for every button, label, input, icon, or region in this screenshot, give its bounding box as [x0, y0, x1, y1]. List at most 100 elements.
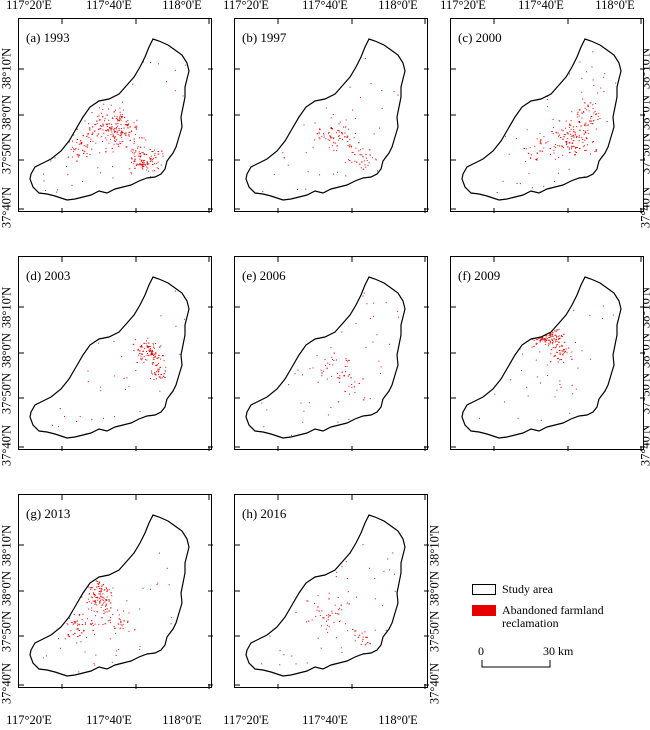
reclamation-pixel: [105, 604, 107, 606]
study-area-boundary: [461, 276, 622, 439]
reclamation-pixel: [110, 616, 112, 618]
reclamation-pixel: [102, 125, 104, 127]
reclamation-pixel: [130, 150, 132, 152]
reclamation-pixel: [184, 318, 186, 320]
reclamation-pixel: [93, 564, 95, 566]
reclamation-pixel: [128, 131, 130, 133]
reclamation-pixel: [114, 115, 116, 117]
reclamation-pixel: [113, 111, 115, 113]
reclamation-pixel: [561, 146, 563, 148]
reclamation-pixel: [534, 330, 536, 332]
reclamation-pixel: [338, 136, 340, 138]
reclamation-pixel: [129, 139, 131, 141]
reclamation-pixel: [120, 621, 122, 623]
reclamation-pixel: [140, 160, 142, 162]
reclamation-pixel: [142, 151, 144, 153]
reclamation-pixel: [538, 331, 540, 333]
reclamation-pixel: [558, 338, 560, 340]
reclamation-pixel: [72, 317, 74, 319]
reclamation-pixel: [155, 157, 157, 159]
reclamation-pixel: [78, 614, 80, 616]
reclamation-pixel: [319, 129, 321, 131]
reclamation-pixel: [358, 634, 361, 636]
reclamation-pixel: [359, 96, 361, 98]
reclamation-pixel: [583, 111, 585, 113]
reclamation-pixel: [148, 162, 150, 164]
reclamation-pixel: [79, 140, 82, 142]
reclamation-pixel: [81, 619, 83, 621]
reclamation-pixel: [137, 348, 140, 350]
reclamation-pixel: [154, 356, 156, 358]
reclamation-pixel: [573, 130, 575, 132]
reclamation-pixel: [519, 183, 521, 185]
reclamation-pixel: [343, 374, 345, 376]
reclamation-pixel: [282, 152, 284, 154]
reclamation-pixel: [545, 343, 547, 345]
reclamation-pixel: [572, 393, 574, 395]
reclamation-pixel: [139, 146, 142, 148]
reclamation-pixel: [312, 367, 314, 369]
reclamation-pixel: [130, 288, 132, 290]
reclamation-pixel: [133, 160, 135, 162]
reclamation-pixel: [335, 132, 337, 134]
reclamation-pixel: [147, 337, 149, 339]
reclamation-pixel: [162, 153, 164, 155]
reclamation-pixel: [105, 600, 107, 602]
reclamation-pixel: [337, 139, 339, 141]
reclamation-pixel: [539, 132, 541, 134]
reclamation-pixel: [587, 132, 589, 134]
reclamation-pixel: [547, 106, 549, 108]
reclamation-pixel: [318, 610, 320, 612]
reclamation-pixel: [104, 611, 106, 613]
reclamation-pixel: [533, 330, 535, 332]
reclamation-pixel: [592, 51, 594, 53]
reclamation-pixel: [266, 129, 268, 131]
reclamation-pixel: [555, 158, 557, 160]
reclamation-pixel: [530, 325, 533, 327]
reclamation-pixel: [185, 131, 187, 133]
reclamation-pixel: [537, 333, 539, 335]
reclamation-pixel: [330, 127, 332, 129]
reclamation-pixel: [120, 131, 122, 133]
reclamation-pixel: [265, 562, 267, 564]
reclamation-pixel: [99, 582, 101, 584]
reclamation-pixel: [557, 145, 559, 147]
reclamation-pixel: [527, 395, 529, 397]
reclamation-pixel: [547, 95, 549, 97]
reclamation-pixel: [554, 334, 556, 336]
reclamation-pixel: [151, 353, 153, 355]
reclamation-pixel: [530, 295, 532, 297]
reclamation-pixel: [124, 388, 126, 390]
reclamation-pixel: [354, 392, 356, 394]
reclamation-pixel: [117, 623, 120, 625]
reclamation-pixel: [532, 333, 534, 335]
reclamation-pixel: [573, 128, 575, 130]
reclamation-pixel: [540, 338, 543, 340]
reclamation-pixel: [279, 113, 281, 115]
reclamation-pixel: [116, 116, 118, 118]
reclamation-pixel: [385, 629, 387, 631]
reclamation-pixel: [97, 596, 99, 598]
reclamation-pixel: [551, 338, 553, 340]
reclamation-pixel: [156, 167, 158, 169]
reclamation-pixel: [264, 288, 266, 290]
reclamation-pixel: [82, 149, 84, 151]
reclamation-pixel: [566, 132, 569, 134]
reclamation-pixel: [570, 356, 572, 358]
reclamation-pixel: [112, 151, 114, 153]
reclamation-pixel: [474, 133, 476, 135]
reclamation-pixel: [573, 134, 575, 136]
reclamation-pixel: [39, 570, 41, 572]
reclamation-pixel: [163, 373, 166, 375]
reclamation-pixel: [123, 127, 125, 129]
reclamation-pixel: [91, 418, 93, 420]
study-area-boundary: [245, 514, 406, 677]
reclamation-pixel: [175, 325, 177, 327]
reclamation-pixel: [166, 567, 168, 569]
reclamation-pixel: [271, 595, 273, 597]
reclamation-pixel: [92, 629, 94, 631]
reclamation-pixel: [53, 586, 55, 588]
reclamation-pixel: [569, 131, 571, 133]
reclamation-pixel: [67, 156, 70, 158]
reclamation-pixel: [337, 171, 339, 173]
